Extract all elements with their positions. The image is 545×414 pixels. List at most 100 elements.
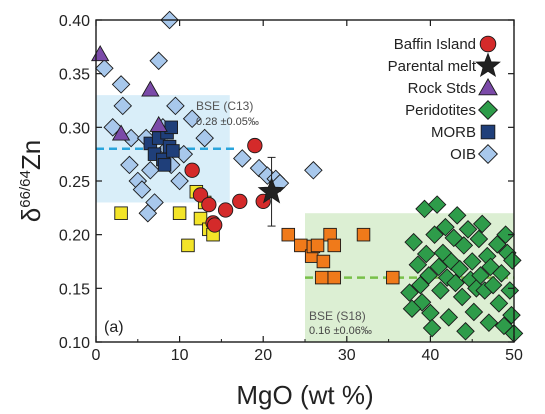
band-labels: BSE (C13) 0.28 ±0.05‰ BSE (S18) 0.16 ±0.… xyxy=(196,99,372,337)
x-tick-label: 40 xyxy=(422,347,440,364)
legend-label-parental-melt: Parental melt xyxy=(388,58,477,75)
x-tick-label: 10 xyxy=(171,347,189,364)
point-rock-stds xyxy=(91,45,110,62)
legend-marker-peridotites xyxy=(478,100,498,120)
point-peridotites xyxy=(502,305,521,325)
point-yellow xyxy=(181,238,195,253)
y-tick-label: 0.30 xyxy=(59,120,90,137)
point-peridotites xyxy=(400,283,419,302)
band-bse-s18-value: 0.16 ±0.06‰ xyxy=(309,325,372,337)
x-axis-title: MgO (wt %) xyxy=(236,380,373,410)
band-bse-s18-label: BSE (S18) xyxy=(309,309,366,323)
point-peridotites-orange xyxy=(314,270,329,285)
point-peridotites xyxy=(454,236,474,255)
data-points xyxy=(91,10,524,343)
point-peridotites xyxy=(431,281,450,300)
point-peridotites xyxy=(427,195,447,214)
point-oib xyxy=(149,51,168,71)
point-peridotites xyxy=(456,321,475,341)
point-peridotites-orange xyxy=(281,227,296,242)
legend-marker-oib xyxy=(478,144,498,164)
band-bse-c13-value: 0.28 ±0.05‰ xyxy=(196,116,259,128)
point-rock-stds xyxy=(149,115,168,132)
series-morb xyxy=(143,120,180,172)
point-oib xyxy=(103,118,122,137)
point-peridotites xyxy=(503,251,522,270)
point-peridotites xyxy=(469,229,489,249)
point-oib xyxy=(182,109,202,129)
point-peridotites xyxy=(425,225,444,244)
point-peridotites xyxy=(464,302,484,322)
x-tick-label: 20 xyxy=(254,347,272,364)
point-peridotites xyxy=(483,275,503,295)
series-baffin-island xyxy=(184,137,271,233)
point-rock-stds xyxy=(111,124,131,141)
legend-marker-parental-melt xyxy=(475,52,501,78)
point-peridotites xyxy=(496,225,515,244)
point-peridotites xyxy=(458,220,478,239)
legend-label-peridotites: Peridotites xyxy=(405,102,476,119)
point-peridotites xyxy=(404,232,423,252)
point-peridotites-orange xyxy=(356,227,371,242)
y-tick-label: 0.10 xyxy=(59,335,90,352)
point-oib xyxy=(113,96,133,116)
x-tick-label: 50 xyxy=(505,347,523,364)
point-peridotites xyxy=(471,266,490,285)
series-parental-melt xyxy=(257,156,286,227)
point-peridotites xyxy=(489,294,509,313)
point-oib xyxy=(132,180,152,199)
point-oib xyxy=(95,59,114,78)
point-rock-stds xyxy=(141,80,160,97)
point-peridotites xyxy=(408,255,428,274)
point-morb xyxy=(157,158,172,172)
legend: Baffin Island Parental melt Rock Stds Pe… xyxy=(388,35,501,164)
point-peridotites xyxy=(447,206,467,225)
point-oib xyxy=(111,75,131,94)
point-peridotites xyxy=(411,275,430,295)
point-baffin-island xyxy=(232,193,248,210)
legend-label-oib: OIB xyxy=(450,146,476,163)
point-peridotites-orange xyxy=(327,238,342,253)
point-oib xyxy=(195,128,214,148)
legend-marker-rock-stds xyxy=(478,77,498,96)
legend-marker-baffin-island xyxy=(479,35,497,53)
point-peridotites xyxy=(472,214,492,234)
point-oib xyxy=(120,155,139,175)
point-peridotites-orange xyxy=(386,270,400,285)
point-peridotites xyxy=(492,264,511,283)
band-bse-c13-label: BSE (C13) xyxy=(196,99,253,113)
y-tick-label: 0.15 xyxy=(59,281,90,298)
point-peridotites xyxy=(416,244,436,264)
y-tick-label: 0.20 xyxy=(59,228,90,245)
point-peridotites xyxy=(436,217,455,237)
y-tick-label: 0.35 xyxy=(59,67,90,84)
point-peridotites-orange xyxy=(327,270,342,285)
y-axis-title-base: δ xyxy=(16,208,46,222)
y-axis-title-tail: Zn xyxy=(16,140,46,170)
point-peridotites xyxy=(488,235,507,254)
legend-label-baffin-island: Baffin Island xyxy=(394,36,476,53)
point-peridotites xyxy=(450,259,469,279)
point-baffin-island xyxy=(247,137,263,154)
point-oib xyxy=(304,160,323,180)
point-baffin-island xyxy=(207,217,223,233)
point-baffin-island xyxy=(192,187,209,203)
point-oib xyxy=(249,158,269,178)
point-baffin-island xyxy=(201,196,217,213)
point-oib xyxy=(170,171,189,191)
point-oib xyxy=(233,149,252,168)
point-peridotites xyxy=(462,252,482,271)
axes: 0 10 20 30 40 50 0.10 0.15 0.20 0.25 0.30 0.35 0.40 xyxy=(59,13,523,364)
legend-label-morb: MORB xyxy=(431,124,476,141)
x-tick-label: 30 xyxy=(338,347,356,364)
y-axis-title: δ66/64Zn xyxy=(16,140,46,222)
point-peridotites xyxy=(452,287,472,307)
y-tick-label: 0.40 xyxy=(59,13,90,30)
legend-marker-morb xyxy=(480,124,496,140)
x-tick-label: 0 xyxy=(92,347,101,364)
series-peridotites-orange xyxy=(281,227,400,285)
panel-label: (a) xyxy=(104,319,124,336)
point-morb xyxy=(166,144,180,158)
y-axis-title-superscript: 66/64 xyxy=(17,170,34,208)
